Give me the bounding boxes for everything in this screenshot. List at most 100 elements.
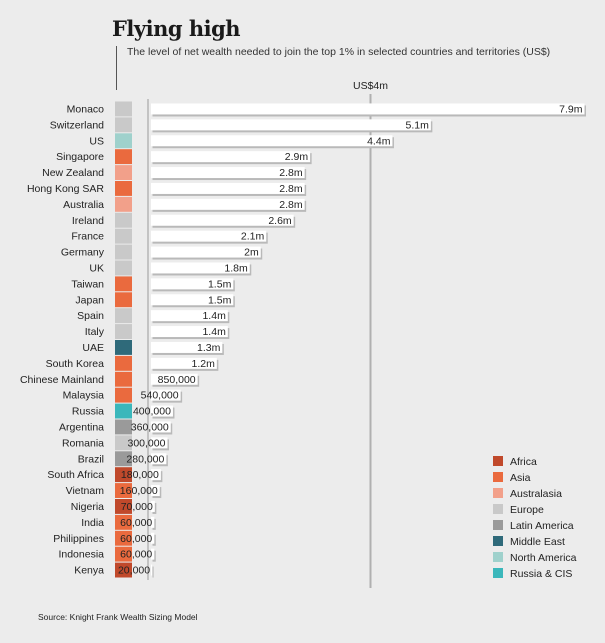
region-swatch [115,308,132,324]
region-swatch [115,514,132,530]
legend-swatch [493,472,503,482]
category-label: Vietnam [66,485,105,497]
legend-entry: Africa [510,456,537,468]
bar [151,532,155,544]
category-label: France [71,231,104,243]
data-label: 7.9m [559,103,583,115]
bar [151,405,173,417]
bar [151,500,155,512]
bar [151,119,431,131]
region-swatch [115,324,132,339]
bar [151,198,305,210]
data-label: 400,000 [133,406,171,418]
source-note: Source: Knight Frank Wealth Sizing Model [38,612,198,622]
region-swatch [115,530,132,546]
data-label: 180,000 [121,469,159,481]
legend-swatch [493,552,503,562]
bar [151,564,153,576]
category-label: India [81,517,104,529]
legend-swatch [493,568,503,578]
region-swatch [115,165,132,180]
data-label: 2.9m [285,151,309,163]
data-label: 300,000 [127,437,165,449]
category-label: US [89,135,104,147]
region-swatch [115,403,132,419]
category-label: UAE [82,342,104,354]
category-label: Indonesia [58,549,104,561]
region-swatch [115,292,132,308]
data-label: 540,000 [141,390,179,402]
legend-entry: Asia [510,472,531,484]
bar [151,421,171,433]
legend-entry: Europe [510,504,544,516]
category-label: Spain [77,310,104,322]
category-label: Monaco [67,103,105,115]
bar [151,326,228,338]
category-label: Australia [63,199,104,211]
bar [151,167,305,179]
data-label: 4.4m [367,135,391,147]
bar [151,469,161,481]
region-swatch [115,387,132,403]
bar [151,214,294,226]
category-label: Singapore [56,151,104,163]
category-label: Romania [62,437,104,449]
bar [151,103,585,115]
legend-swatch [493,520,503,530]
category-label: New Zealand [42,167,104,179]
data-label: 1.4m [202,310,226,322]
legend-entry: Australasia [510,488,562,500]
region-swatch [115,117,132,133]
category-label: Russia [72,406,104,418]
bar [151,182,305,194]
data-label: 1.4m [202,326,226,338]
bar [151,357,217,369]
legend-entry: Latin America [510,520,574,532]
category-label: Italy [85,326,105,338]
bar [151,310,228,322]
bar [151,516,155,528]
region-swatch [115,546,132,562]
category-label: South Korea [46,358,105,370]
data-label: 5.1m [406,119,430,131]
legend-swatch [493,488,503,498]
region-swatch [115,371,132,387]
data-label: 2.8m [279,167,303,179]
region-swatch [115,181,132,196]
data-label: 2.8m [279,183,303,195]
category-label: Nigeria [71,501,104,513]
category-label: UK [89,262,104,274]
data-label: 160,000 [120,485,158,497]
legend-entry: North America [510,552,577,564]
category-label: Malaysia [63,390,105,402]
region-swatch [115,483,132,498]
region-swatch [115,101,132,117]
bar [151,453,167,465]
category-label: Ireland [72,215,104,227]
bar [151,278,234,290]
chart-subtitle: The level of net wealth needed to join t… [127,46,551,58]
region-swatch [115,212,132,228]
data-label: 60,000 [120,533,152,545]
bar [151,341,223,353]
data-label: 1.2m [192,358,216,370]
bar [151,373,198,385]
bar-shadow [152,566,154,578]
data-label: 280,000 [126,453,164,465]
data-label: 1.8m [224,262,248,274]
data-label: 70,000 [121,501,153,513]
bar [151,246,261,258]
data-label: 60,000 [120,517,152,529]
region-swatch [115,435,132,451]
category-label: Japan [75,294,104,306]
legend-entry: Russia & CIS [510,568,572,580]
bar [151,548,155,560]
bar [151,230,267,242]
data-label: 2.6m [268,215,292,227]
category-label: Hong Kong SAR [27,183,104,195]
bar [151,437,168,449]
region-swatch [115,419,132,435]
category-label: Germany [61,247,105,259]
region-swatch [115,133,132,149]
region-swatch [115,340,132,355]
